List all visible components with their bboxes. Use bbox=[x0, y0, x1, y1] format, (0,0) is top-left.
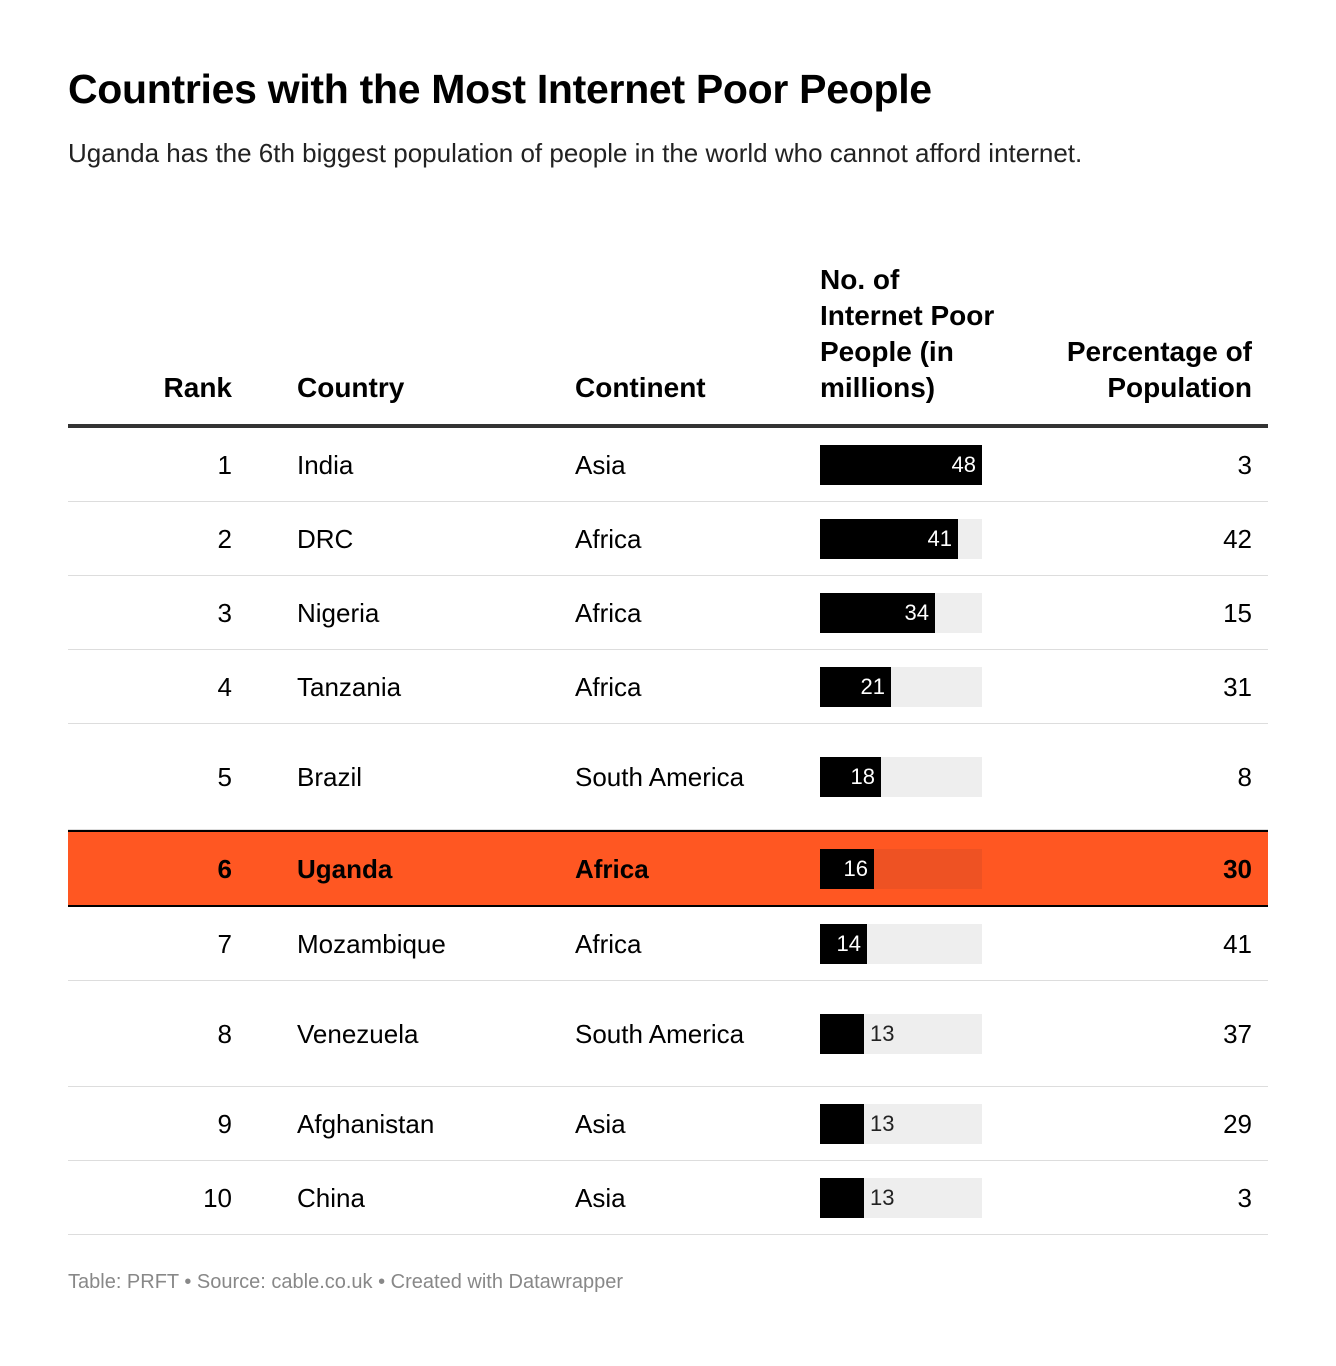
rank-cell: 9 bbox=[217, 1108, 232, 1139]
table-row: 6 Uganda Africa 16 30 bbox=[68, 830, 1268, 907]
country-cell: Venezuela bbox=[297, 1018, 419, 1049]
continent-cell: South America bbox=[575, 761, 745, 792]
country-cell: Nigeria bbox=[297, 597, 380, 628]
table-row: 1 India Asia 48 3 bbox=[68, 428, 1268, 502]
continent-cell: Africa bbox=[575, 597, 642, 628]
percentage-cell: 3 bbox=[1237, 449, 1252, 480]
table-row: 9 Afghanistan Asia 13 29 bbox=[68, 1087, 1268, 1161]
percentage-cell: 37 bbox=[1223, 1018, 1252, 1049]
country-cell: India bbox=[297, 449, 354, 480]
bar-fill bbox=[820, 1177, 864, 1218]
bar-value-label: 21 bbox=[860, 673, 885, 699]
column-header-count[interactable]: No. of Internet Poor People (in millions… bbox=[820, 264, 995, 403]
percentage-cell: 8 bbox=[1237, 761, 1252, 792]
table-row: 7 Mozambique Africa 14 41 bbox=[68, 907, 1268, 981]
bar-value-label: 13 bbox=[870, 1020, 895, 1046]
continent-cell: Africa bbox=[575, 671, 642, 702]
chart-subtitle: Uganda has the 6th biggest population of… bbox=[68, 138, 1083, 168]
continent-cell: Africa bbox=[575, 853, 649, 884]
bar-track: 21 bbox=[820, 666, 982, 707]
rank-cell: 5 bbox=[217, 761, 232, 792]
table-header: Rank Country Continent No. of Internet P… bbox=[68, 218, 1268, 428]
table-row: 10 China Asia 13 3 bbox=[68, 1161, 1268, 1235]
bar-fill bbox=[820, 1013, 864, 1054]
percentage-cell: 30 bbox=[1223, 853, 1252, 884]
percentage-cell: 41 bbox=[1223, 928, 1252, 959]
bar-fill bbox=[820, 592, 935, 633]
percentage-cell: 29 bbox=[1223, 1108, 1252, 1139]
rank-cell: 6 bbox=[217, 853, 232, 884]
country-cell: Uganda bbox=[297, 853, 393, 884]
country-cell: Afghanistan bbox=[297, 1108, 435, 1139]
bar-value-label: 41 bbox=[927, 525, 952, 551]
bar-track: 18 bbox=[820, 756, 982, 797]
percentage-cell: 42 bbox=[1223, 523, 1252, 554]
bar-value-label: 48 bbox=[951, 451, 976, 477]
country-cell: DRC bbox=[297, 523, 354, 554]
continent-cell: Asia bbox=[575, 1182, 626, 1213]
bar-fill bbox=[820, 518, 958, 559]
table-row: 3 Nigeria Africa 34 15 bbox=[68, 576, 1268, 650]
percentage-cell: 15 bbox=[1223, 597, 1252, 628]
country-cell: Brazil bbox=[297, 761, 363, 792]
rank-cell: 10 bbox=[203, 1182, 232, 1213]
rank-cell: 8 bbox=[217, 1018, 232, 1049]
bar-fill bbox=[820, 1103, 864, 1144]
continent-cell: South America bbox=[575, 1018, 745, 1049]
bar-track: 13 bbox=[820, 1177, 982, 1218]
column-header-country[interactable]: Country bbox=[297, 372, 405, 403]
rank-cell: 2 bbox=[217, 523, 232, 554]
country-cell: Tanzania bbox=[297, 671, 402, 702]
rank-cell: 1 bbox=[217, 449, 232, 480]
continent-cell: Africa bbox=[575, 928, 642, 959]
country-cell: China bbox=[297, 1182, 365, 1213]
table-row: 5 Brazil South America 18 8 bbox=[68, 724, 1268, 830]
bar-value-label: 18 bbox=[850, 763, 875, 789]
bar-value-label: 13 bbox=[870, 1110, 895, 1136]
data-table: Rank Country Continent No. of Internet P… bbox=[68, 218, 1268, 1235]
percentage-cell: 3 bbox=[1237, 1182, 1252, 1213]
country-cell: Mozambique bbox=[297, 928, 446, 959]
bar-track: 41 bbox=[820, 518, 982, 559]
bar-track: 13 bbox=[820, 1013, 982, 1054]
rank-cell: 7 bbox=[217, 928, 232, 959]
footer-credits: Table: PRFT • Source: cable.co.uk • Crea… bbox=[68, 1271, 623, 1293]
bar-track: 48 bbox=[820, 444, 982, 485]
bar-value-label: 14 bbox=[836, 930, 861, 956]
table-row: 2 DRC Africa 41 42 bbox=[68, 502, 1268, 576]
bar-fill bbox=[820, 923, 867, 964]
rank-cell: 3 bbox=[217, 597, 232, 628]
column-header-percentage[interactable]: Percentage of Population bbox=[1066, 336, 1252, 403]
continent-cell: Asia bbox=[575, 449, 626, 480]
table-row: 8 Venezuela South America 13 37 bbox=[68, 981, 1268, 1087]
continent-cell: Asia bbox=[575, 1108, 626, 1139]
table-body: 1 India Asia 48 3 2 DRC Africa 41 42 3 Nigeria Afric… bbox=[68, 428, 1268, 1235]
bar-track: 13 bbox=[820, 1103, 982, 1144]
bar-track: 34 bbox=[820, 592, 982, 633]
rank-cell: 4 bbox=[217, 671, 232, 702]
bar-value-label: 13 bbox=[870, 1184, 895, 1210]
bar-fill bbox=[820, 444, 982, 485]
table-row: 4 Tanzania Africa 21 31 bbox=[68, 650, 1268, 724]
bar-value-label: 34 bbox=[904, 599, 929, 625]
chart-title: Countries with the Most Internet Poor Pe… bbox=[68, 66, 932, 112]
bar-value-label: 16 bbox=[843, 855, 868, 881]
bar-fill bbox=[820, 666, 891, 707]
continent-cell: Africa bbox=[575, 523, 642, 554]
bar-fill bbox=[820, 756, 881, 797]
bar-track: 16 bbox=[820, 848, 982, 889]
percentage-cell: 31 bbox=[1223, 671, 1252, 702]
bar-track: 14 bbox=[820, 923, 982, 964]
column-header-continent[interactable]: Continent bbox=[575, 372, 706, 403]
bar-fill bbox=[820, 848, 874, 889]
column-header-rank[interactable]: Rank bbox=[163, 372, 232, 403]
